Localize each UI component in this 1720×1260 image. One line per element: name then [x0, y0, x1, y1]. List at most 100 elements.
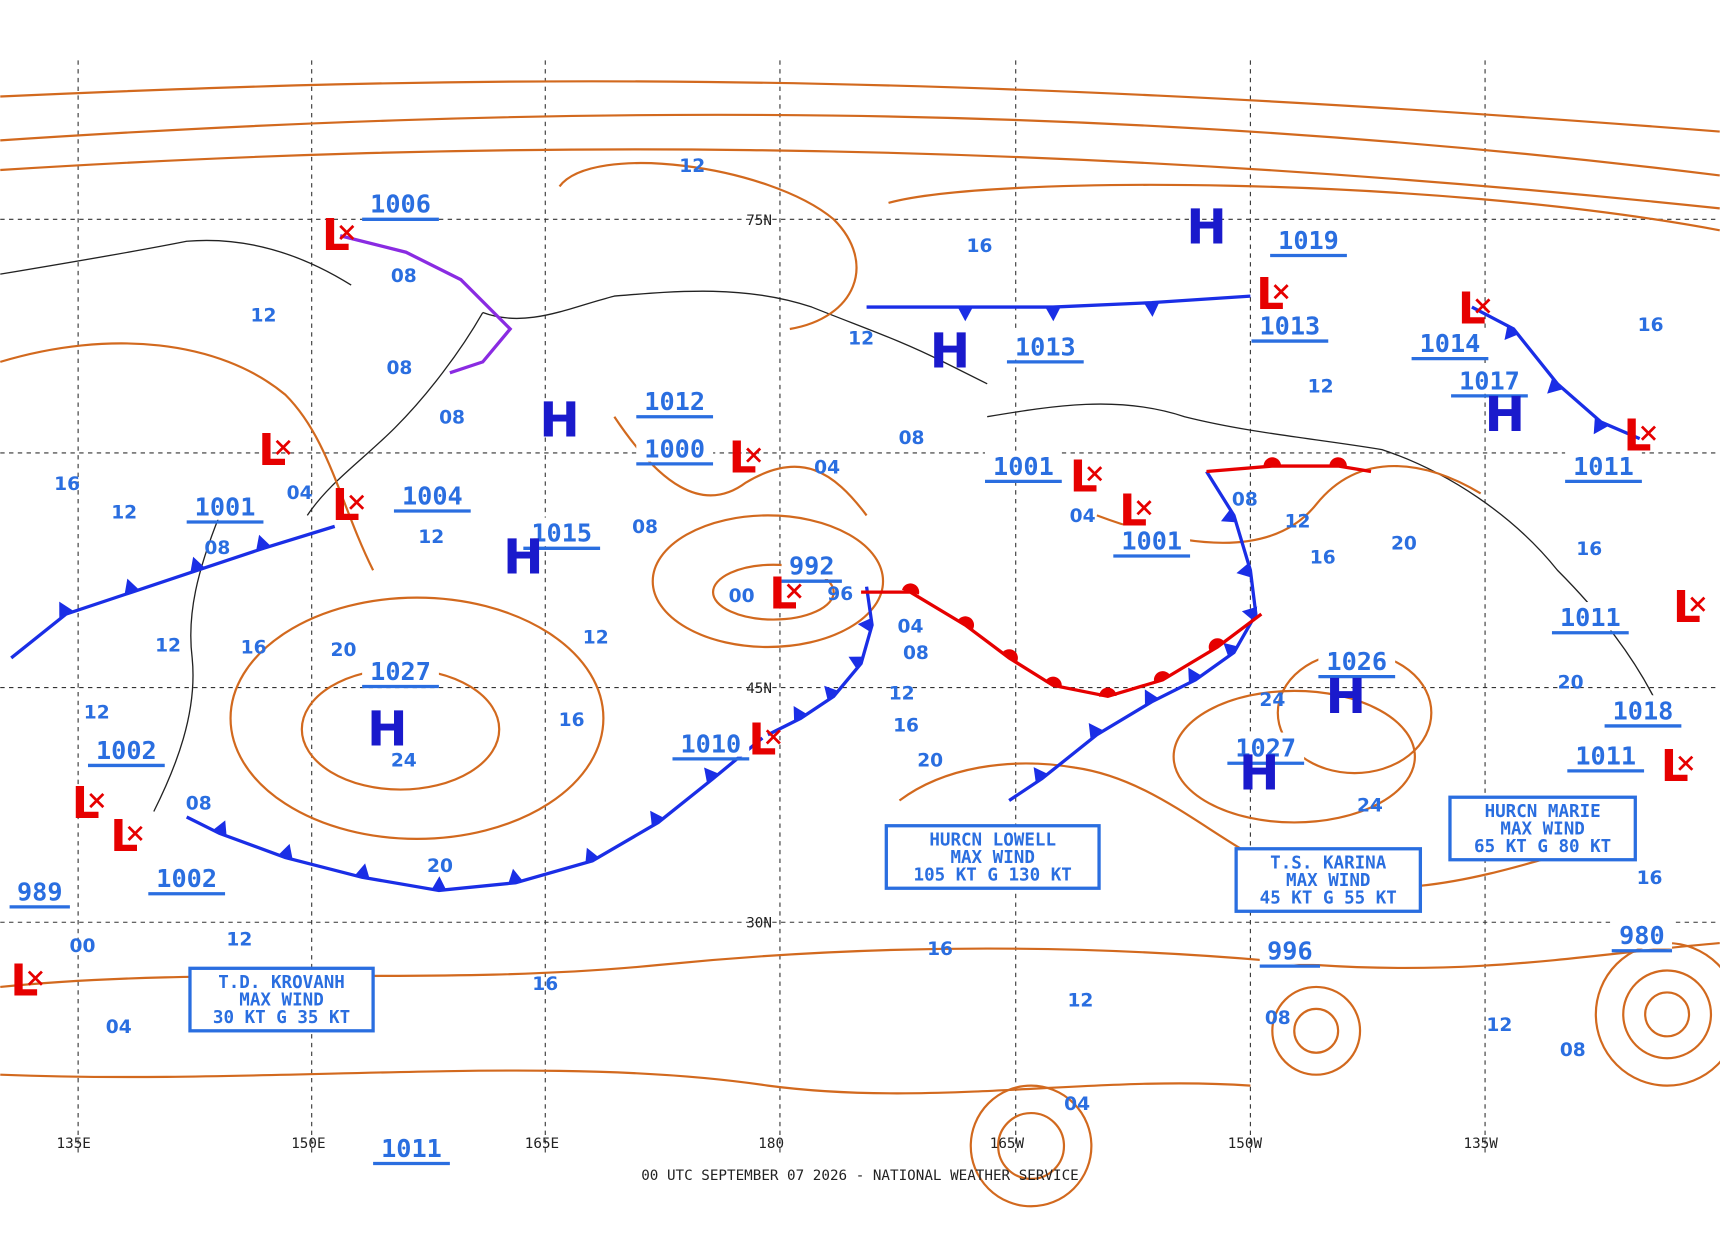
- storm-box: [188, 966, 375, 1033]
- contour-label: 16: [1576, 539, 1602, 560]
- pressure-label: 1010: [680, 729, 741, 758]
- pressure-label: 1011: [1573, 452, 1634, 481]
- contour-label: 12: [155, 635, 181, 656]
- pressure-label: 1011: [381, 1134, 442, 1163]
- pressure-label: 1012: [644, 387, 705, 416]
- pressure-label-bg: [1227, 732, 1305, 762]
- low-x: [765, 729, 781, 745]
- pressure-label-bg: [1411, 327, 1489, 357]
- high-center: H: [1239, 746, 1279, 802]
- contour-label: 16: [54, 474, 80, 495]
- isobars: [0, 80, 1720, 1208]
- pressure-label: 1015: [531, 519, 592, 548]
- low-x: [1678, 755, 1694, 771]
- contour-label: 08: [899, 428, 925, 449]
- storm-text: HURCN LOWELL: [929, 830, 1056, 850]
- contour-label: 00: [70, 936, 96, 957]
- pressure-label-bg: [1565, 450, 1642, 480]
- contour-label: 04: [1070, 506, 1096, 527]
- lon-label: 150E: [291, 1136, 325, 1152]
- storm-text: HURCN MARIE: [1485, 802, 1601, 822]
- pressure-label: 1018: [1613, 696, 1674, 725]
- pressure-label: 1019: [1278, 226, 1339, 255]
- pressure-label-bg: [186, 491, 264, 520]
- storm-text: 105 KT G 130 KT: [914, 866, 1072, 886]
- contour-label: 08: [204, 538, 230, 559]
- storm-box: [1234, 847, 1423, 913]
- low-x: [1690, 596, 1706, 612]
- contour-label: 16: [559, 710, 585, 731]
- pressure-label-bg: [1611, 920, 1673, 949]
- lat-label: 30N: [746, 916, 772, 932]
- contour-label: 00: [729, 586, 755, 607]
- pressure-label-bg: [636, 433, 714, 462]
- contour-label: 12: [848, 328, 874, 349]
- pressure-label: 1002: [96, 736, 157, 765]
- low-x: [349, 494, 365, 510]
- lat-label: 75N: [746, 213, 772, 229]
- high-center: H: [1485, 387, 1525, 443]
- contour-label: 12: [1067, 991, 1093, 1012]
- low-x: [1273, 284, 1289, 300]
- storm-text: T.D. KROVANH: [218, 973, 345, 993]
- contour-label: 12: [889, 684, 915, 705]
- pressure-label-bg: [1006, 331, 1084, 360]
- contour-label: 04: [287, 483, 313, 504]
- pressure-label: 1013: [1015, 332, 1076, 361]
- contour-label: 20: [331, 640, 357, 661]
- low-x: [275, 439, 291, 455]
- pressure-label: 1004: [402, 481, 463, 510]
- high-center: H: [367, 702, 407, 758]
- pressure-label-bg: [1604, 695, 1682, 724]
- storm-text: 30 KT G 35 KT: [213, 1008, 350, 1028]
- contour-label: 16: [927, 939, 953, 960]
- contour-label: 12: [1486, 1015, 1512, 1036]
- contour-label: 12: [111, 503, 137, 524]
- low-x: [339, 224, 355, 241]
- pressure-label: 992: [789, 552, 835, 581]
- contour-label: 12: [583, 628, 609, 649]
- contour-label: 20: [917, 751, 943, 772]
- pressure-label-bg: [672, 728, 750, 757]
- low-x: [89, 792, 105, 809]
- pressure-label-bg: [1551, 602, 1629, 631]
- contour-label: 12: [226, 929, 252, 950]
- high-center: H: [1186, 199, 1226, 255]
- contour-label: 20: [1391, 533, 1417, 554]
- pressure-label-bg: [87, 734, 165, 764]
- contour-label: 04: [897, 617, 923, 638]
- contour-label: 08: [632, 517, 658, 538]
- pressure-label-bg: [1567, 740, 1645, 769]
- pressure-label: 980: [1619, 921, 1665, 950]
- pressure-label: 1002: [156, 864, 217, 893]
- pressure-label: 1006: [370, 190, 431, 219]
- low-x: [27, 970, 43, 986]
- storm-box: [1448, 795, 1637, 862]
- low-x: [1640, 425, 1657, 441]
- pressure-label-bg: [393, 480, 471, 509]
- contour-label: 08: [439, 407, 465, 428]
- contour-label: 24: [1357, 795, 1383, 816]
- low-x: [1136, 500, 1152, 516]
- contour-label: 12: [250, 305, 276, 326]
- pressure-label: 1011: [1575, 741, 1636, 770]
- pressure-label-bg: [523, 517, 601, 547]
- pressure-label-bg: [636, 386, 714, 415]
- contour-label: 20: [1558, 673, 1584, 694]
- low-x: [746, 447, 762, 463]
- coastlines: [0, 239, 1657, 812]
- pressure-label-bg: [9, 876, 70, 905]
- contour-label: 20: [427, 856, 453, 877]
- pressure-label: 989: [17, 877, 63, 906]
- pressure-label-bg: [373, 1132, 450, 1162]
- storm-text: MAX WIND: [950, 848, 1034, 868]
- pressure-label-bg: [362, 188, 439, 218]
- contour-label: 08: [386, 358, 412, 379]
- pressure-label-bg: [985, 450, 1062, 480]
- contour-label: 16: [967, 236, 993, 257]
- contour-label: 12: [1308, 377, 1334, 398]
- contour-label: 96: [827, 584, 853, 605]
- contour-label: 08: [1265, 1008, 1291, 1029]
- storm-text: MAX WIND: [1500, 820, 1584, 840]
